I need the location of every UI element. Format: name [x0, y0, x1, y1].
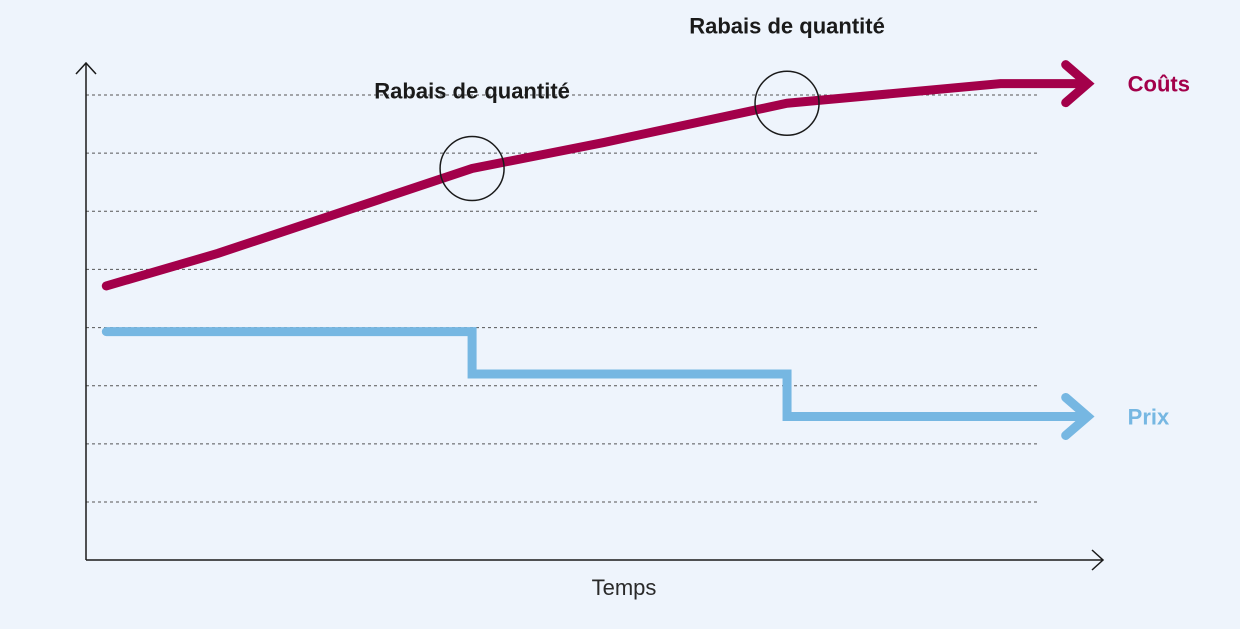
annotation-label: Rabais de quantité — [689, 13, 885, 38]
series-line-prix — [101, 327, 1087, 421]
annotation-circle — [754, 70, 820, 136]
annotation-label: Rabais de quantité — [374, 79, 570, 104]
series-label: Coûts — [1128, 72, 1190, 97]
grid-lines — [86, 94, 1038, 503]
axes: Temps — [75, 61, 1105, 600]
y-axis-arrow — [75, 61, 97, 75]
series-arrowhead — [1061, 60, 1095, 108]
series-label: Prix — [1128, 404, 1170, 429]
series-lines: Coûts Prix — [101, 60, 1190, 440]
x-axis-label: Temps — [592, 575, 657, 600]
annotations: Rabais de quantité Rabais de quantité — [374, 13, 885, 202]
x-axis-arrow — [1091, 549, 1105, 571]
annotation-circle — [439, 135, 505, 202]
series-line-co-ts — [101, 79, 1087, 291]
series-arrowhead — [1061, 392, 1095, 440]
